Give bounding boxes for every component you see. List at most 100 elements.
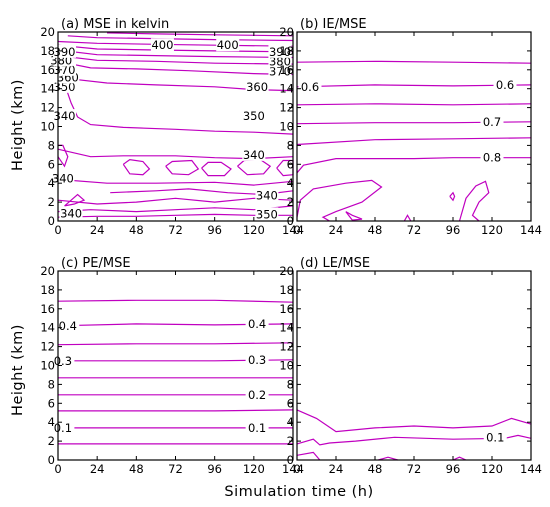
panel-title: (d) LE/MSE	[300, 256, 370, 271]
x-tick-label: 72	[407, 223, 422, 237]
contour-line	[57, 342, 294, 346]
contour-line	[345, 211, 363, 221]
y-tick-label: 12	[279, 340, 294, 354]
y-tick-label: 10	[279, 359, 294, 373]
panel-title: (a) MSE in kelvin	[61, 17, 169, 32]
contour-line	[57, 299, 294, 303]
contour-line	[67, 35, 294, 42]
y-tick-label: 6	[48, 157, 55, 171]
x-tick-label: 72	[168, 462, 183, 476]
contour-label: 340	[256, 188, 278, 202]
contour-line	[296, 157, 531, 174]
contour-line	[165, 159, 200, 176]
y-tick-label: 10	[40, 120, 55, 134]
contour-label-bg	[245, 79, 269, 93]
contour-label-bg	[245, 352, 269, 366]
y-tick-label: 8	[48, 138, 55, 152]
y-axis-label-bottom: Height (km)	[10, 324, 26, 416]
y-tick-label: 16	[40, 63, 55, 77]
y-tick-label: 8	[287, 377, 294, 391]
y-tick-label: 0	[287, 214, 294, 228]
contour-label-bg	[51, 353, 75, 367]
y-tick-label: 6	[48, 396, 55, 410]
contour-label-bg	[216, 38, 240, 52]
x-tick-label: 120	[243, 462, 265, 476]
y-tick-label: 10	[40, 359, 55, 373]
y-tick-label: 20	[279, 25, 294, 39]
contour-label: 350	[243, 109, 265, 123]
y-tick-label: 12	[40, 340, 55, 354]
x-tick-label: 144	[520, 462, 542, 476]
contour-label: 0.4	[248, 317, 266, 331]
x-tick-label: 0	[293, 223, 300, 237]
contour-label: 0.1	[54, 421, 72, 435]
contour-label-bg	[242, 109, 266, 123]
y-tick-label: 2	[287, 195, 294, 209]
contour-label-bg	[268, 44, 292, 58]
x-tick-label: 120	[481, 223, 503, 237]
contour-label: 0.3	[248, 353, 266, 367]
contour-label-bg	[245, 387, 269, 401]
contour-label: 360	[246, 80, 268, 94]
contour-line	[57, 40, 294, 47]
y-tick-label: 8	[48, 377, 55, 391]
y-tick-label: 0	[48, 214, 55, 228]
x-tick-label: 48	[368, 462, 383, 476]
contour-line	[296, 434, 532, 446]
contour-line	[57, 55, 294, 65]
x-tick-label: 72	[407, 462, 422, 476]
contour-line	[296, 179, 383, 222]
panel-title: (c) PE/MSE	[61, 256, 131, 271]
contour-label: 0.6	[496, 78, 514, 92]
contour-label: 0.4	[59, 319, 77, 333]
x-tick-label: 24	[329, 462, 344, 476]
y-tick-label: 14	[40, 321, 55, 335]
y-tick-label: 16	[279, 63, 294, 77]
panel-title: (b) IE/MSE	[300, 17, 367, 32]
x-tick-label: 96	[207, 223, 222, 237]
contour-label: 0.1	[486, 430, 504, 444]
contour-label-bg	[245, 316, 269, 330]
x-tick-label: 120	[243, 223, 265, 237]
contour-line	[296, 137, 532, 146]
y-tick-label: 2	[287, 434, 294, 448]
y-tick-label: 12	[40, 101, 55, 115]
contour-line	[296, 451, 321, 461]
contour-label-bg	[51, 171, 75, 185]
contour-label: 340	[60, 206, 82, 220]
contour-label: 0.3	[54, 354, 72, 368]
x-tick-label: 120	[481, 462, 503, 476]
contour-label-bg	[56, 318, 80, 332]
contour-line	[57, 213, 293, 218]
contour-label: 0.1	[248, 421, 266, 435]
contour-label-bg	[268, 64, 292, 78]
contour-line	[122, 158, 151, 176]
x-tick-label: 0	[54, 462, 61, 476]
x-tick-label: 96	[207, 462, 222, 476]
x-tick-label: 24	[329, 223, 344, 237]
y-tick-label: 14	[40, 82, 55, 96]
contour-label: 0.8	[483, 151, 501, 165]
y-tick-label: 2	[48, 195, 55, 209]
y-tick-label: 14	[279, 82, 294, 96]
y-tick-label: 18	[40, 44, 55, 58]
contour-label-bg	[51, 420, 75, 434]
contour-label: 0.6	[301, 80, 319, 94]
contour-line	[378, 456, 398, 461]
contour-line	[57, 178, 294, 186]
contour-label: 400	[151, 38, 173, 52]
y-tick-label: 16	[279, 302, 294, 316]
contour-line	[64, 193, 86, 207]
y-tick-label: 18	[279, 283, 294, 297]
y-tick-label: 12	[279, 101, 294, 115]
contour-label: 390	[269, 45, 291, 59]
contour-line	[106, 32, 294, 37]
x-tick-label: 0	[54, 223, 61, 237]
contour-label-bg	[53, 109, 77, 123]
contour-label: 370	[269, 65, 291, 79]
contour-line	[57, 205, 294, 213]
